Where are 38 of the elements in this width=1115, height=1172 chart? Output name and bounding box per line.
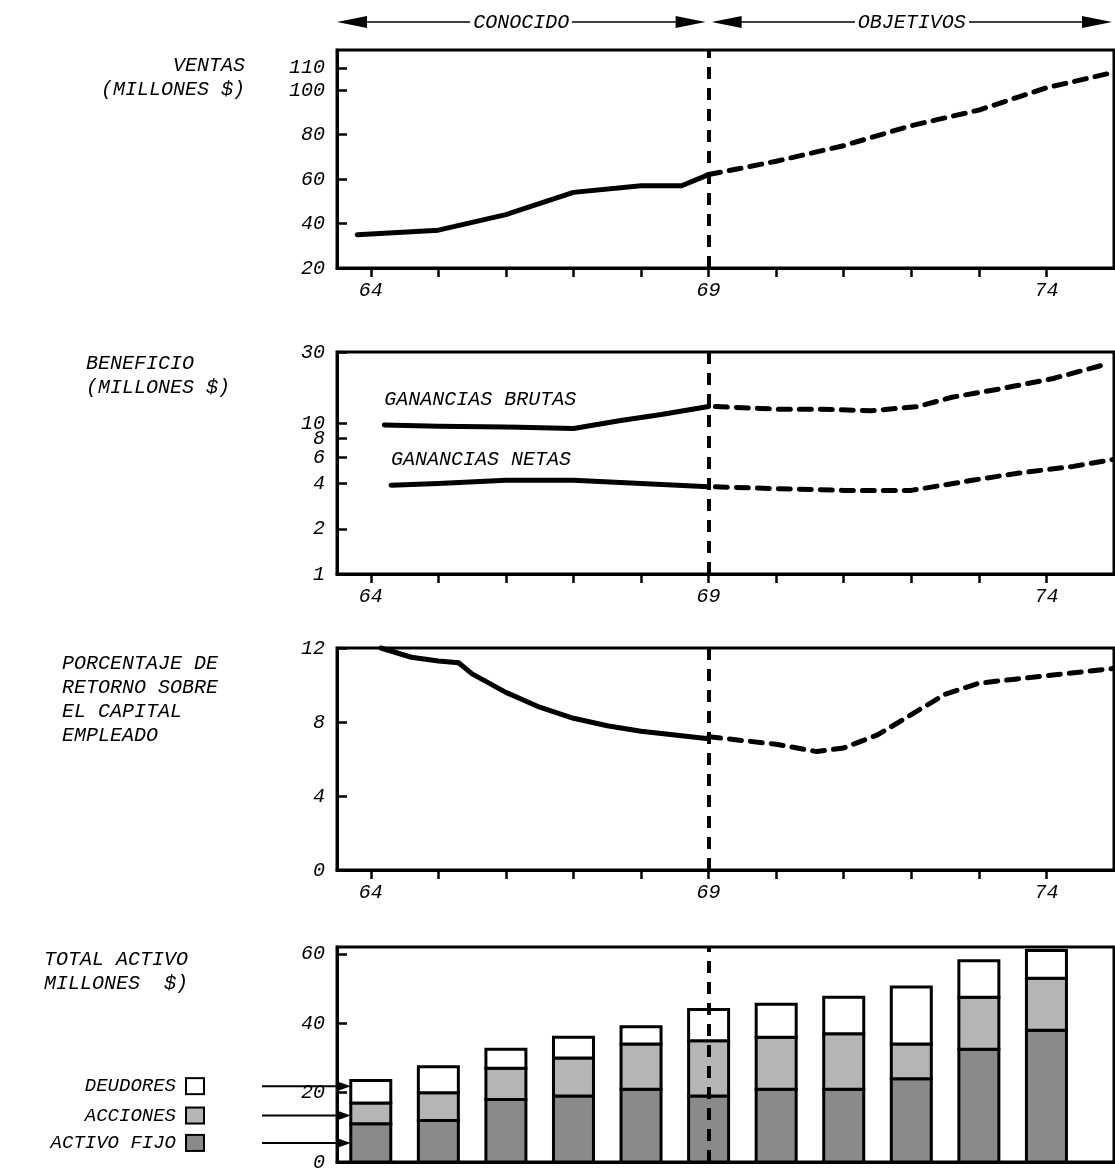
legend-label: ACTIVO FIJO bbox=[50, 1131, 176, 1154]
y-tick-label: 110 bbox=[288, 56, 325, 80]
y-axis-title: PORCENTAJE DE RETORNO SOBRE EL CAPITAL EMPLEADO bbox=[62, 652, 220, 748]
legend-label: ACCIONES bbox=[84, 1104, 176, 1127]
x-tick-label: 74 bbox=[1034, 278, 1059, 302]
y-tick-label: 8 bbox=[312, 710, 325, 734]
series-label: GANANCIAS NETAS bbox=[391, 447, 572, 471]
y-tick-label: 4 bbox=[312, 472, 325, 496]
x-tick-label: 64 bbox=[358, 584, 383, 608]
y-axis-title: BENEFICIO (MILLONES $) bbox=[86, 352, 231, 399]
y-tick-label: 40 bbox=[300, 1011, 325, 1035]
y-tick-label: 30 bbox=[300, 340, 325, 364]
legend-label: DEUDORES bbox=[84, 1075, 176, 1098]
x-tick-label: 64 bbox=[358, 880, 383, 904]
y-axis-title: VENTAS (MILLONES $) bbox=[99, 54, 245, 102]
series-label: GANANCIAS BRUTAS bbox=[384, 387, 577, 411]
y-tick-label: 80 bbox=[300, 123, 325, 147]
y-tick-label: 100 bbox=[288, 78, 325, 102]
x-tick-label: 69 bbox=[696, 584, 721, 608]
text: OBJETIVOS bbox=[854, 10, 969, 34]
x-tick-label: 69 bbox=[696, 278, 721, 302]
y-tick-label: 12 bbox=[300, 636, 325, 660]
y-tick-label: 20 bbox=[300, 256, 325, 280]
y-tick-label: 0 bbox=[312, 1150, 325, 1172]
y-tick-label: 2 bbox=[312, 517, 325, 541]
x-tick-label: 64 bbox=[358, 278, 383, 302]
y-axis-title: TOTAL ACTIVO MILLONES $) bbox=[44, 948, 190, 996]
x-tick-label: 74 bbox=[1034, 880, 1059, 904]
y-tick-label: 1 bbox=[312, 562, 325, 586]
y-tick-label: 6 bbox=[312, 445, 325, 469]
text: CONOCIDO bbox=[470, 10, 573, 34]
x-tick-label: 69 bbox=[696, 880, 721, 904]
y-tick-label: 60 bbox=[300, 167, 325, 191]
x-tick-label: 74 bbox=[1034, 584, 1059, 608]
y-tick-label: 4 bbox=[312, 784, 325, 808]
y-tick-label: 40 bbox=[300, 212, 325, 236]
y-tick-label: 60 bbox=[300, 942, 325, 966]
y-tick-label: 0 bbox=[312, 858, 325, 882]
